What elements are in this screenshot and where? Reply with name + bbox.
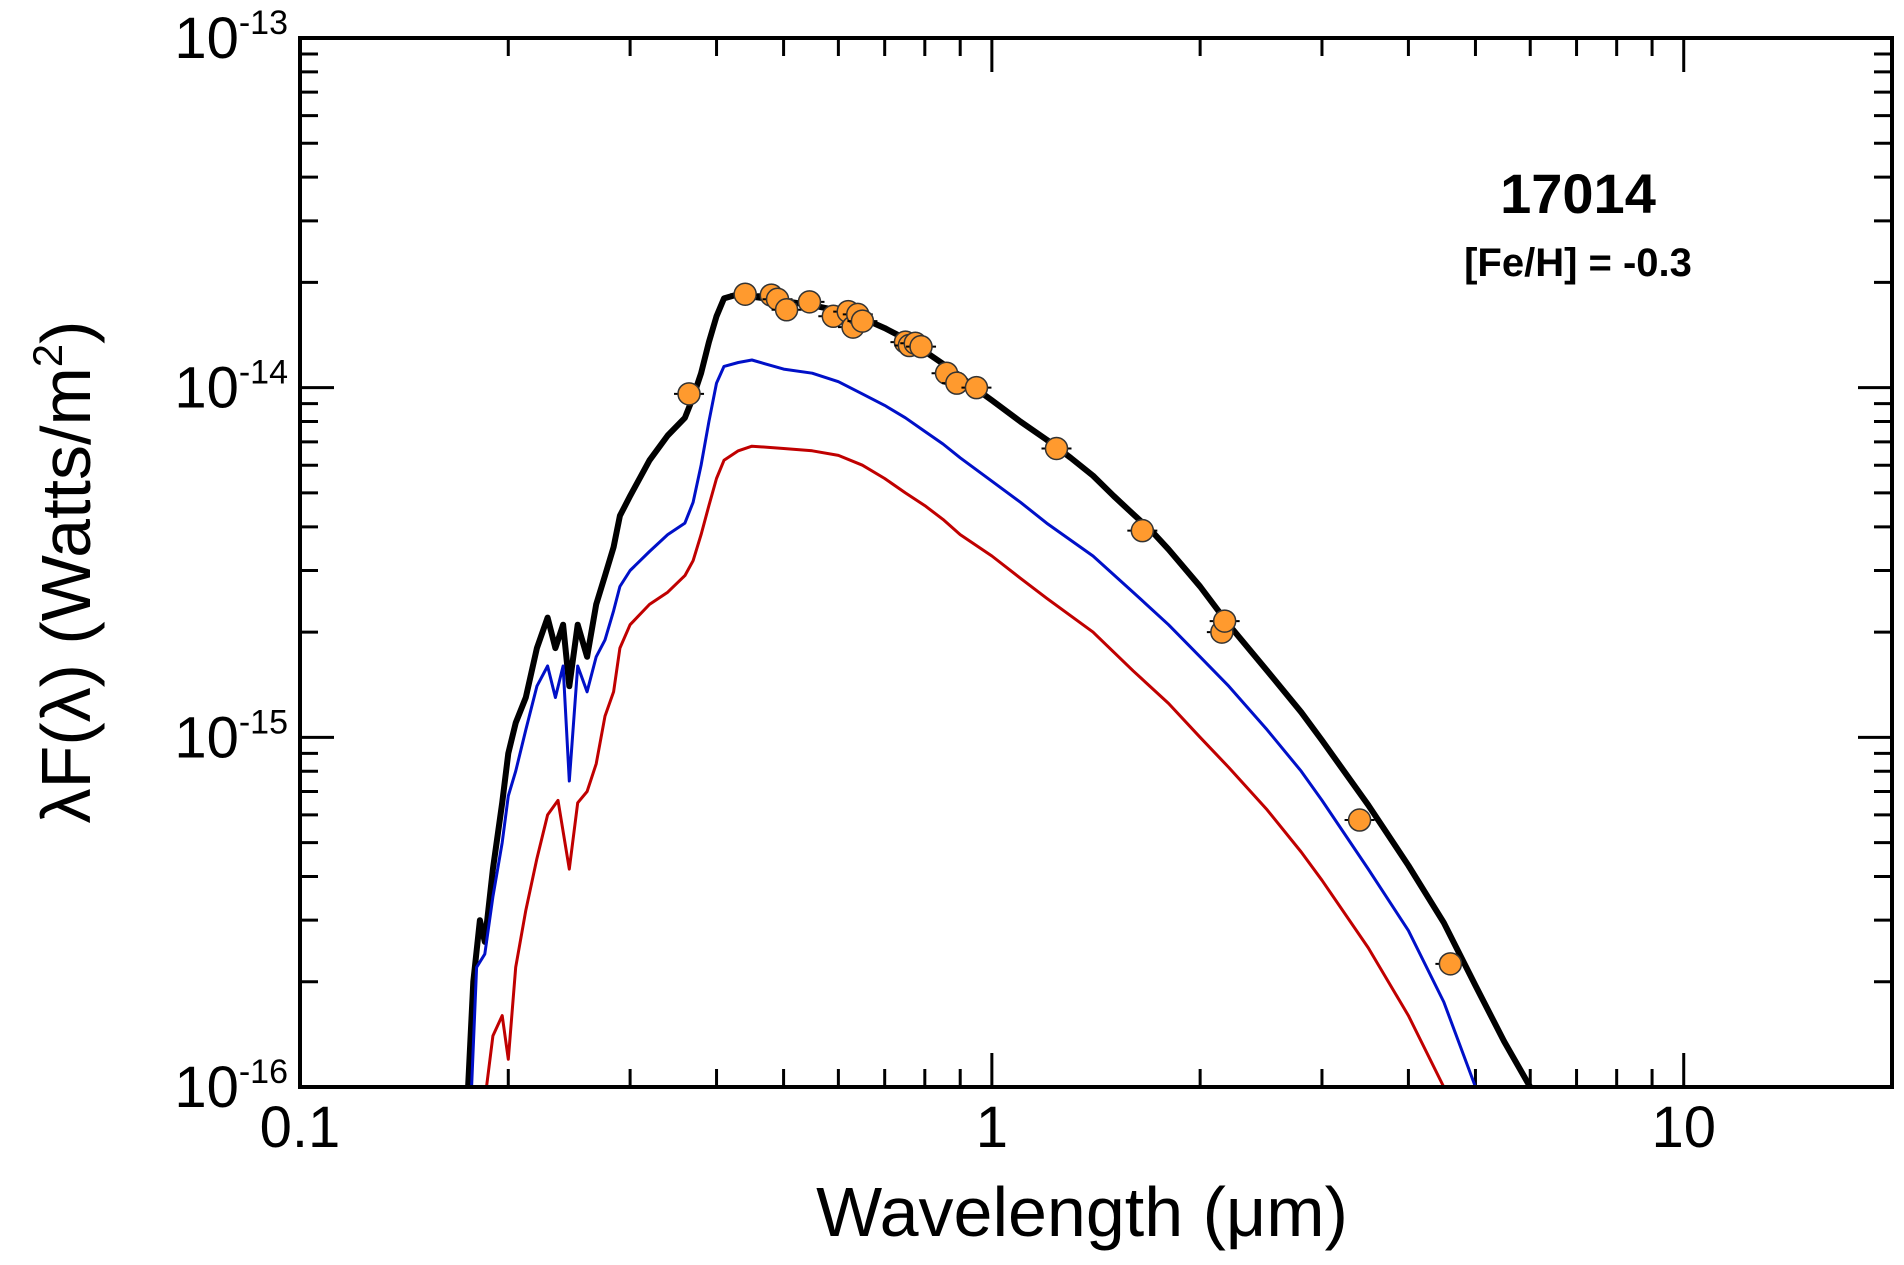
observation-points-layer bbox=[674, 282, 1466, 976]
annotation-star-id: 17014 bbox=[1500, 162, 1656, 225]
observation-point bbox=[1130, 518, 1155, 543]
observation-point bbox=[1044, 436, 1069, 461]
y-tick-base: 10 bbox=[174, 356, 239, 421]
observation-point bbox=[1347, 808, 1372, 832]
series-line-total-model bbox=[465, 291, 1533, 1087]
series-layer bbox=[465, 291, 1533, 1087]
y-tick-label: 10-16 bbox=[174, 1053, 288, 1120]
observation-point bbox=[677, 382, 701, 406]
x-tick-labels: 0.1 1 10 bbox=[260, 1095, 1716, 1160]
y-axis-title-tail: ) bbox=[27, 321, 105, 344]
series-line-component-blue bbox=[470, 358, 1477, 1087]
observation-point bbox=[1438, 952, 1463, 976]
y-tick-exponent: -14 bbox=[239, 354, 288, 392]
observation-point bbox=[850, 309, 875, 333]
y-tick-base: 10 bbox=[174, 1055, 239, 1120]
observation-point bbox=[909, 334, 933, 359]
y-tick-base: 10 bbox=[174, 6, 239, 71]
y-tick-label: 10-15 bbox=[174, 703, 288, 770]
x-tick-label: 0.1 bbox=[260, 1095, 341, 1160]
plot-frame bbox=[298, 36, 1894, 1089]
y-tick-label: 10-14 bbox=[174, 354, 288, 421]
observation-point bbox=[964, 375, 989, 400]
annotation-metallicity: [Fe/H] = -0.3 bbox=[1464, 241, 1692, 285]
y-axis-title: λF(λ) (Watts/m2) bbox=[24, 321, 105, 824]
series-line-component-red bbox=[485, 444, 1446, 1087]
x-tick-label: 1 bbox=[976, 1095, 1008, 1160]
x-axis-title: Wavelength (μm) bbox=[816, 1173, 1348, 1251]
observation-point bbox=[1212, 609, 1237, 633]
observation-point bbox=[945, 371, 969, 395]
y-tick-exponent: -16 bbox=[239, 1053, 288, 1091]
observation-point bbox=[774, 298, 799, 322]
observation-point bbox=[733, 282, 757, 306]
y-tick-label: 10-13 bbox=[174, 4, 288, 71]
y-tick-base: 10 bbox=[174, 705, 239, 770]
observation-point bbox=[797, 290, 822, 314]
y-axis-title-lead: λF(λ) (Watts/m bbox=[27, 367, 105, 823]
y-tick-exponent: -13 bbox=[239, 4, 288, 42]
y-tick-exponent: -15 bbox=[239, 703, 288, 741]
x-tick-label: 10 bbox=[1651, 1095, 1716, 1160]
y-axis-title-sup: 2 bbox=[24, 344, 71, 367]
